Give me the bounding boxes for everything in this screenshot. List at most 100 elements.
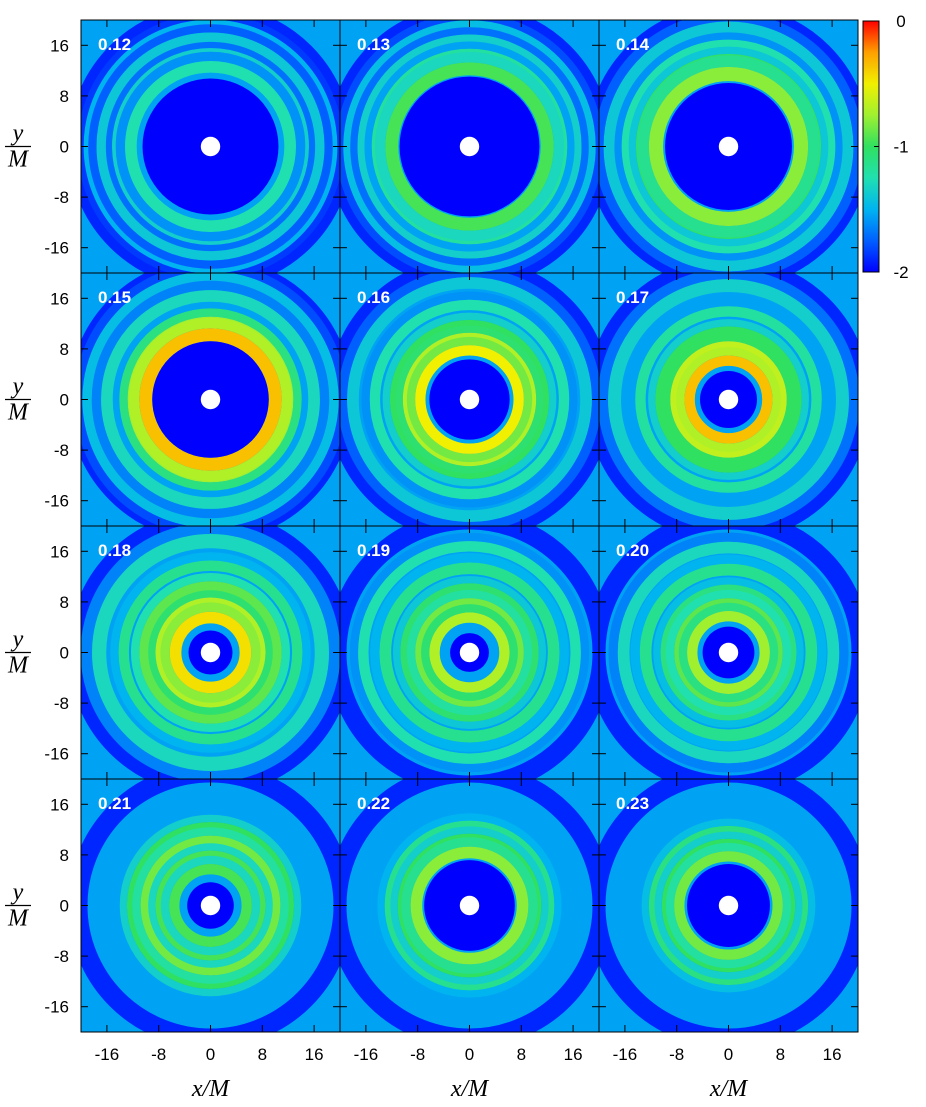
x-tick-label: 0 <box>724 1045 733 1064</box>
black-hole-excision <box>459 642 480 663</box>
y-axis-label-denominator: M <box>7 400 30 426</box>
x-tick-label: -8 <box>669 1045 684 1064</box>
density-ring <box>379 562 560 743</box>
ring-halo <box>661 332 796 467</box>
panel-time-label: 0.16 <box>357 288 390 307</box>
ring-halo <box>406 336 533 463</box>
y-axis-label-numerator: y <box>11 121 24 147</box>
density-ring <box>169 611 252 694</box>
x-tick-label: 8 <box>776 1045 785 1064</box>
density-ring <box>684 355 773 444</box>
density-ring <box>648 66 809 227</box>
ring-halo <box>626 297 831 502</box>
heatmap-panel-0.16: 0.16 <box>340 273 599 526</box>
x-tick-label: 16 <box>823 1045 842 1064</box>
y-tick-label: 8 <box>60 846 69 865</box>
density-ring <box>169 864 252 947</box>
x-tick-label: 8 <box>517 1045 526 1064</box>
y-tick-label: 8 <box>60 340 69 359</box>
ring-halo <box>91 280 330 519</box>
black-hole-excision <box>200 895 221 916</box>
ring-halo <box>654 831 803 980</box>
density-ring <box>415 598 524 707</box>
density-ring <box>118 560 303 745</box>
x-tick-label: 16 <box>305 1045 324 1064</box>
y-axis-label-numerator: y <box>11 880 24 906</box>
y-tick-label: 16 <box>50 542 69 561</box>
heatmap-panel-0.23: 0.23 <box>599 779 858 1032</box>
ring-halo <box>148 843 273 968</box>
black-hole-excision <box>718 389 739 410</box>
density-ring <box>670 341 787 458</box>
y-tick-label: 8 <box>60 87 69 106</box>
ring-halo <box>160 602 261 703</box>
density-ring <box>358 541 581 764</box>
ring-halo <box>665 589 792 716</box>
black-hole-excision <box>200 136 221 157</box>
density-ring <box>347 277 592 522</box>
ring-halo <box>88 24 333 269</box>
ring-halo <box>105 41 316 252</box>
y-tick-label: -16 <box>44 239 69 258</box>
x-axis-label: x/M <box>450 1076 490 1102</box>
ring-halo <box>637 55 820 238</box>
black-hole-excision <box>459 895 480 916</box>
density-ring <box>125 61 296 232</box>
ring-halo <box>608 532 849 773</box>
ring-halo <box>614 32 843 261</box>
density-ring <box>385 62 554 231</box>
density-ring <box>648 825 809 986</box>
y-tick-label: -16 <box>44 745 69 764</box>
y-tick-label: 16 <box>50 289 69 308</box>
y-tick-label: 0 <box>60 897 69 916</box>
black-hole-excision <box>200 642 221 663</box>
colorbar-tick-label: 0 <box>896 12 905 31</box>
density-ring <box>429 612 510 693</box>
ring-halo <box>395 325 544 474</box>
colorbar-tick-label: -1 <box>893 138 908 157</box>
ring-halo <box>401 837 538 974</box>
y-tick-label: -16 <box>44 492 69 511</box>
black-hole-excision <box>459 389 480 410</box>
density-ring <box>92 534 329 771</box>
panel-time-label: 0.19 <box>357 541 390 560</box>
colorbar-tick-label: -2 <box>893 263 908 282</box>
panel-time-label: 0.17 <box>616 288 649 307</box>
ring-halo <box>160 855 261 956</box>
y-tick-label: 8 <box>60 593 69 612</box>
x-tick-label: -8 <box>151 1045 166 1064</box>
ring-halo <box>350 27 589 266</box>
panel-time-label: 0.23 <box>616 794 649 813</box>
ring-halo <box>119 814 302 997</box>
x-axis-label: x/M <box>191 1076 231 1102</box>
x-tick-label: 16 <box>564 1045 583 1064</box>
heatmap-panel-0.22: 0.22 <box>340 779 599 1032</box>
ring-halo <box>349 532 590 773</box>
density-ring <box>101 290 320 509</box>
panel-time-label: 0.21 <box>98 794 131 813</box>
ring-halo <box>128 317 293 482</box>
y-tick-label: -16 <box>44 998 69 1017</box>
density-ring <box>608 279 849 520</box>
black-hole-excision <box>459 136 480 157</box>
ring-halo <box>406 589 533 716</box>
density-ring <box>384 820 555 991</box>
y-tick-label: -8 <box>54 188 69 207</box>
density-ring <box>617 541 840 764</box>
density-ring <box>155 850 266 961</box>
ring-halo <box>361 291 578 508</box>
ring-halo <box>374 51 565 242</box>
x-axis-label: x/M <box>709 1076 749 1102</box>
density-ring <box>139 581 282 724</box>
density-ring <box>140 835 281 976</box>
density-ring <box>639 563 818 742</box>
black-hole-excision <box>718 895 739 916</box>
ring-halo <box>364 41 575 252</box>
ring-halo <box>648 319 809 480</box>
y-tick-label: -8 <box>54 694 69 713</box>
y-axis-label-denominator: M <box>7 653 30 679</box>
panel-time-label: 0.18 <box>98 541 131 560</box>
density-ring <box>621 39 836 254</box>
ring-halo <box>678 602 779 703</box>
